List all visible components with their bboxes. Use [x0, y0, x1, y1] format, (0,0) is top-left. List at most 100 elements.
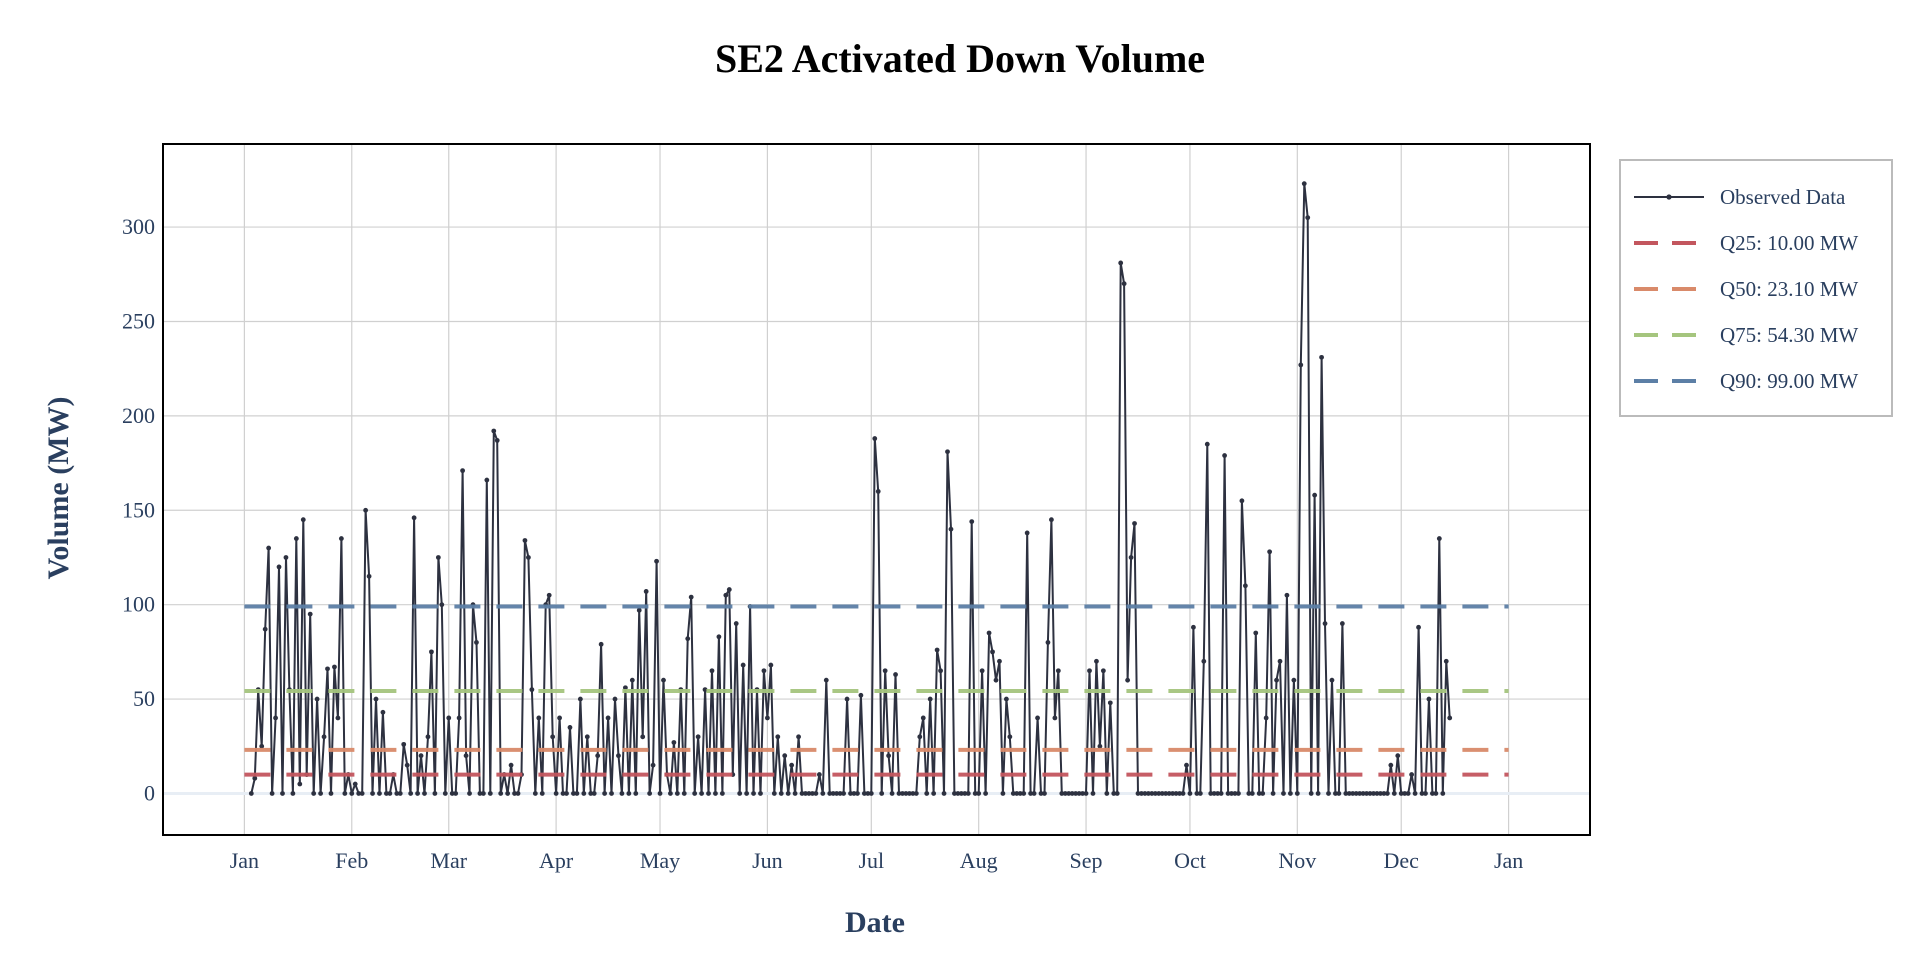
observed-data-point — [619, 791, 625, 796]
observed-data-point — [1211, 791, 1217, 796]
x-tick-label: Feb — [335, 848, 368, 873]
observed-data-point — [487, 791, 493, 796]
observed-data-point — [505, 791, 511, 796]
observed-data-point — [907, 791, 912, 796]
observed-data-point — [1326, 791, 1331, 796]
observed-data-point — [311, 791, 317, 796]
observed-data-point — [422, 791, 427, 796]
observed-data-point — [1364, 791, 1369, 796]
observed-data-point — [1163, 791, 1169, 796]
observed-data-point — [633, 791, 639, 796]
observed-data-point — [411, 515, 417, 521]
observed-data-point — [467, 791, 472, 796]
observed-data-point — [986, 630, 992, 636]
observed-data-point — [442, 791, 448, 796]
observed-data-point — [1038, 791, 1044, 796]
observed-data-point — [799, 791, 805, 796]
observed-data-point — [328, 791, 334, 796]
observed-data-point — [629, 677, 635, 683]
observed-data-point — [1135, 791, 1141, 796]
observed-data-point — [1374, 791, 1380, 796]
x-tick-label: May — [640, 848, 680, 873]
observed-data-point — [640, 734, 646, 740]
observed-data-point — [307, 611, 313, 617]
observed-data-point — [702, 687, 708, 693]
observed-data-point — [480, 791, 486, 796]
observed-data-point — [404, 762, 410, 768]
observed-data-point — [1062, 791, 1068, 796]
observed-data-point — [692, 791, 698, 796]
x-tick-label: Aug — [960, 848, 998, 873]
observed-data-point — [1322, 621, 1328, 626]
observed-data-point — [1388, 762, 1394, 768]
observed-data-point — [1381, 791, 1387, 796]
observed-data-point — [1229, 791, 1234, 796]
observed-data-point — [855, 791, 860, 796]
observed-data-point — [1270, 791, 1276, 796]
observed-data-point — [1305, 215, 1311, 221]
observed-data-point — [1395, 753, 1401, 759]
observed-data-point — [622, 685, 628, 691]
observed-data-point — [1433, 791, 1439, 796]
observed-data-point — [591, 791, 597, 796]
observed-data-point — [1031, 791, 1037, 796]
observed-data-point — [1222, 453, 1227, 458]
observed-data-point — [297, 781, 303, 787]
observed-data-point — [1329, 677, 1335, 683]
x-tick-label: Jan — [1494, 848, 1523, 873]
observed-data-point — [1402, 791, 1408, 796]
x-tick-label: Jan — [230, 848, 259, 873]
observed-data-point — [366, 573, 372, 579]
y-tick-label: 0 — [144, 780, 155, 805]
observed-data-point — [934, 647, 940, 653]
legend-label: Observed Data — [1720, 185, 1846, 209]
observed-data-point — [969, 519, 975, 524]
observed-data-point — [1225, 791, 1231, 796]
observed-data-point — [273, 715, 278, 721]
x-axis-title: Date — [845, 906, 905, 939]
observed-data-point — [751, 791, 756, 796]
observed-data-point — [1426, 696, 1432, 702]
observed-data-point — [844, 696, 850, 702]
legend-label: Q50: 23.10 MW — [1720, 277, 1858, 301]
observed-data-point — [349, 791, 355, 796]
observed-data-point — [879, 791, 885, 796]
observed-data-point — [865, 791, 871, 796]
observed-data-point — [962, 791, 968, 796]
observed-data-point — [1197, 791, 1203, 796]
observed-data-point — [435, 555, 441, 560]
observed-data-point — [775, 734, 781, 740]
observed-data-point — [1177, 791, 1182, 796]
observed-data-point — [636, 607, 642, 613]
observed-data-point — [266, 545, 272, 551]
observed-data-point — [685, 636, 691, 642]
observed-data-point — [1059, 791, 1065, 796]
x-tick-label: Jul — [858, 848, 884, 873]
observed-data-point — [397, 791, 403, 796]
observed-data-point — [1256, 791, 1262, 796]
observed-data-point — [515, 791, 521, 796]
observed-data-point — [609, 791, 614, 796]
observed-data-point — [785, 791, 791, 796]
observed-data-point — [1111, 791, 1117, 796]
observed-data-point — [920, 715, 926, 721]
observed-data-point — [318, 791, 323, 796]
observed-data-point — [1267, 549, 1273, 555]
observed-data-point — [325, 666, 330, 672]
observed-data-point — [1253, 630, 1259, 636]
observed-data-point — [546, 592, 552, 598]
observed-data-point — [1339, 621, 1345, 626]
observed-data-point — [595, 753, 601, 759]
legend: Observed Data Q25: 10.00 MW Q50: 23.10 MW Q… — [1619, 159, 1893, 417]
observed-data-point — [979, 668, 985, 674]
observed-data-point — [342, 791, 348, 796]
observed-data-point — [1021, 791, 1027, 796]
observed-data-point — [782, 753, 788, 759]
observed-data-point — [598, 641, 604, 647]
observed-data-point — [387, 791, 393, 796]
observed-data-point — [526, 555, 531, 560]
y-tick-label: 50 — [133, 686, 155, 711]
observed-data-point — [1346, 791, 1352, 796]
observed-data-point — [474, 640, 479, 645]
observed-data-point — [1215, 791, 1221, 796]
